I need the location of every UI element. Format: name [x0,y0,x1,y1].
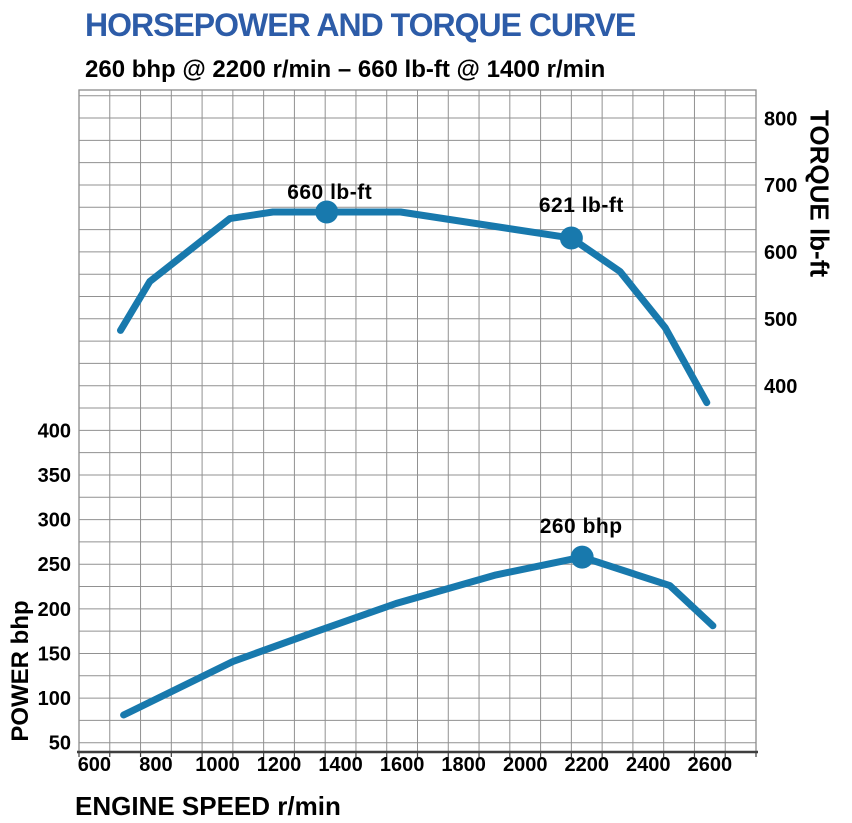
x-tick-label: 600 [78,754,111,776]
torque-marker-label: 621 lb-ft [539,194,624,217]
power-marker-label: 260 bhp [540,515,623,538]
torque-marker-label: 660 lb-ft [287,181,372,204]
torque-axis-title: TORQUE lb-ft [804,109,835,278]
x-tick-label: 2200 [565,754,610,776]
x-tick-label: 1800 [441,754,486,776]
x-tick-label: 1200 [257,754,302,776]
x-tick-label: 1600 [380,754,425,776]
torque-tick-label: 700 [764,175,797,197]
power-tick-label: 100 [38,688,71,710]
power-tick-label: 300 [38,510,71,532]
x-tick-label: 800 [139,754,172,776]
torque-tick-label: 500 [764,309,797,331]
torque-curve [117,208,711,407]
power-axis-title: POWER bhp [7,600,34,742]
x-tick-label: 2000 [503,754,548,776]
x-tick-label: 2400 [626,754,671,776]
x-tick-label: 2600 [688,754,733,776]
power-marker-dot [570,545,594,569]
x-tick-label: 1000 [195,754,240,776]
torque-tick-label: 600 [764,242,797,264]
chart-title: HORSEPOWER AND TORQUE CURVE [85,7,636,43]
power-curve [120,553,717,719]
torque-marker-dot [315,200,339,224]
chart-subtitle: 260 bhp @ 2200 r/min – 660 lb-ft @ 1400 … [85,56,606,83]
torque-tick-label: 800 [764,108,797,130]
power-tick-label: 150 [38,643,71,665]
x-tick-label: 1400 [318,754,363,776]
power-tick-label: 200 [38,599,71,621]
power-tick-label: 50 [49,733,71,755]
engine-speed-axis-title: ENGINE SPEED r/min [75,791,341,821]
torque-tick-label: 400 [764,376,797,398]
power-tick-label: 250 [38,554,71,576]
power-tick-label: 400 [38,420,71,442]
power-tick-label: 350 [38,465,71,487]
torque-marker-dot [559,226,583,250]
